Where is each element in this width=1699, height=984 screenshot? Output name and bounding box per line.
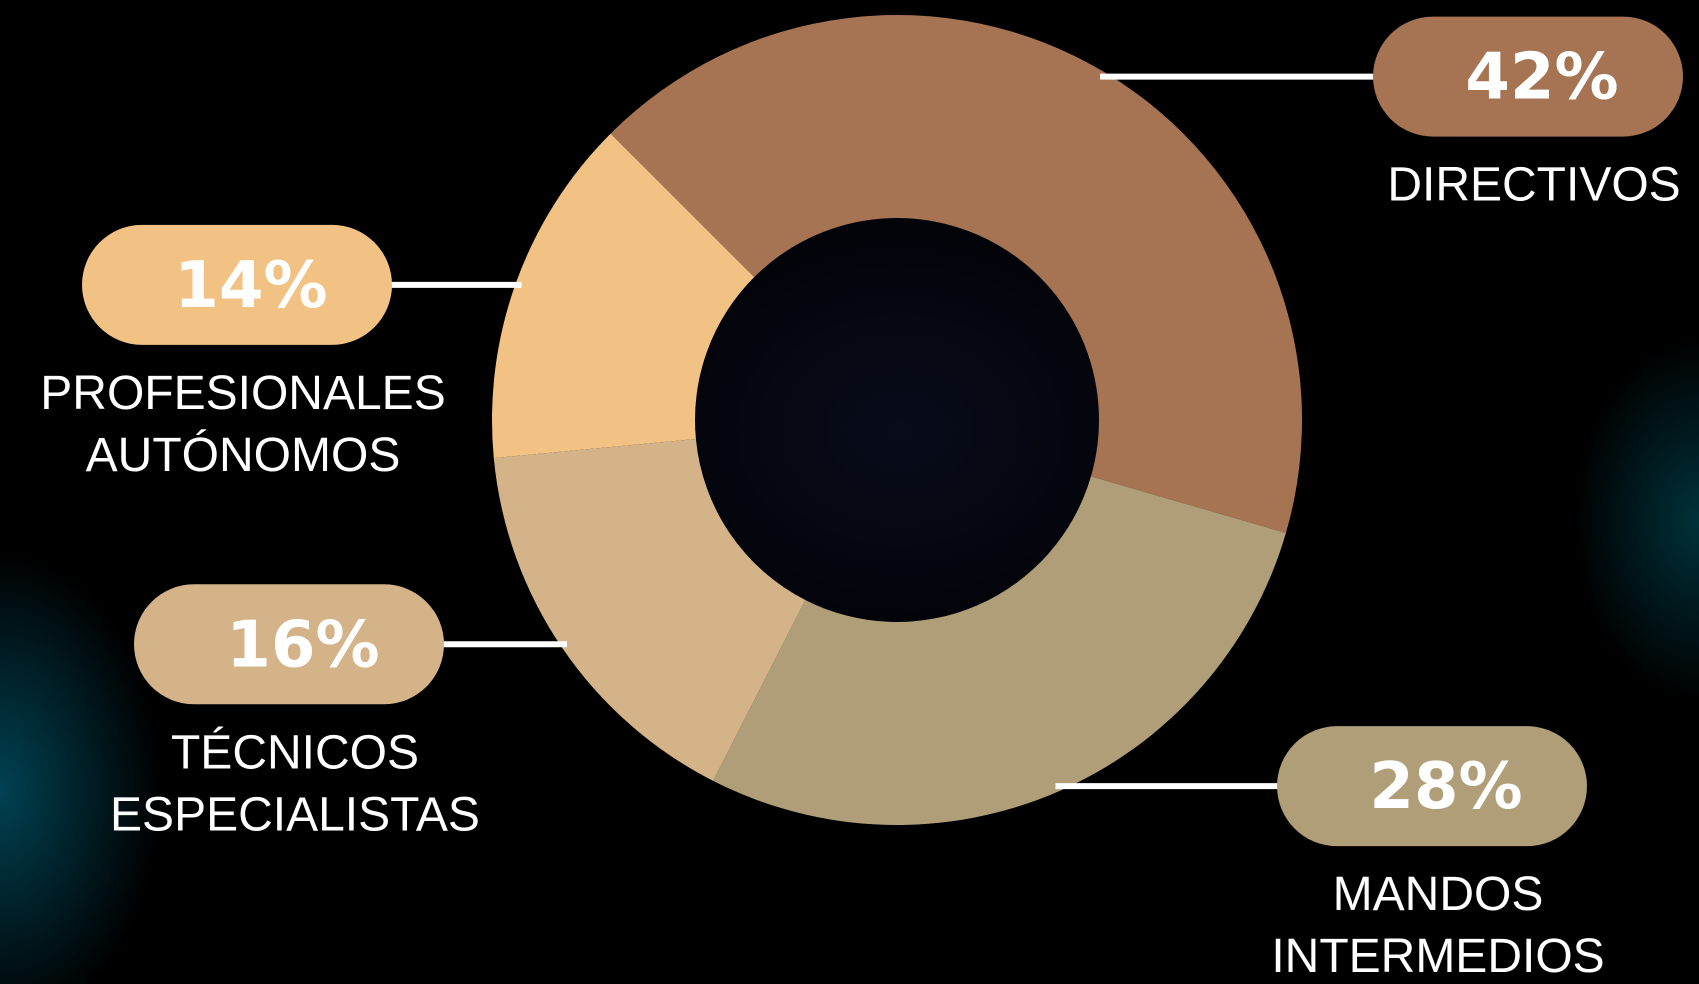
category-label-directivos-line-1: DIRECTIVOS — [1387, 159, 1680, 212]
value-pill-tecnicos-especialistas — [134, 584, 444, 705]
value-label-profesionales-autonomos: 14% — [174, 249, 327, 323]
value-label-mandos-intermedios: 28% — [1369, 750, 1522, 824]
category-label-mandos-intermedios-line-2: INTERMEDIOS — [1271, 930, 1604, 983]
slice-tecnicos-especialistas — [493, 439, 806, 781]
value-pill-profesionales-autonomos — [82, 224, 392, 345]
slice-directivos — [610, 14, 1302, 533]
category-label-profesionales-autonomos-line-1: PROFESIONALES — [40, 367, 445, 420]
category-label-tecnicos-especialistas-line-2: ESPECIALISTAS — [110, 788, 480, 841]
slice-labels: 42% DIRECTIVOS 28% MANDOS INTERMEDIOS 16% TÉCN… — [40, 16, 1683, 983]
category-label-mandos-intermedios-line-1: MANDOS — [1333, 868, 1544, 921]
slice-mandos-intermedios — [713, 476, 1286, 825]
value-label-tecnicos-especialistas: 16% — [226, 608, 379, 682]
leader-lines — [388, 73, 1377, 790]
donut-slices — [491, 14, 1302, 825]
category-label-tecnicos-especialistas-line-1: TÉCNICOS — [171, 726, 419, 779]
value-pill-mandos-intermedios — [1277, 726, 1587, 847]
slice-profesionales-autonomos — [491, 133, 755, 459]
value-label-directivos: 42% — [1465, 41, 1618, 115]
category-label-profesionales-autonomos-line-2: AUTÓNOMOS — [86, 428, 401, 482]
value-pill-directivos — [1373, 16, 1683, 137]
